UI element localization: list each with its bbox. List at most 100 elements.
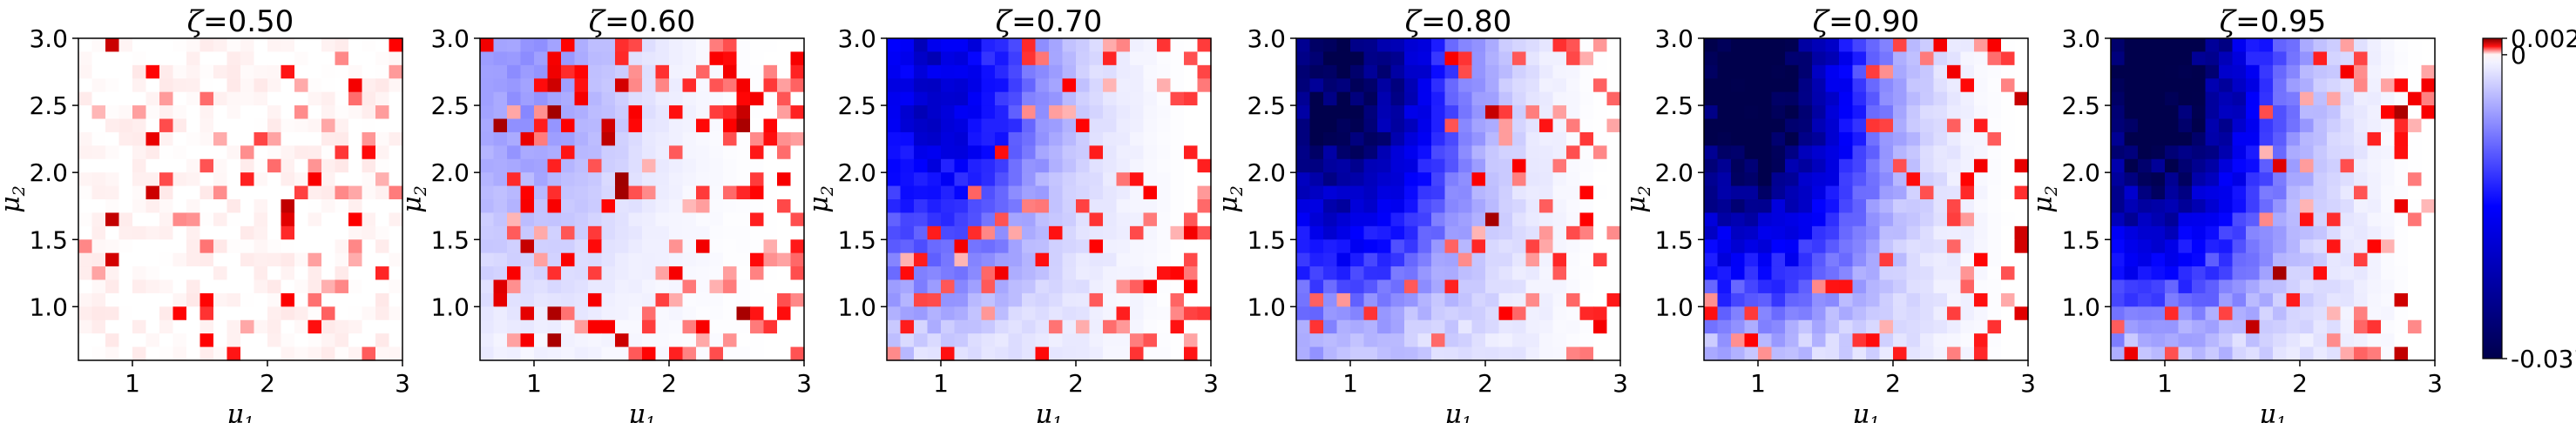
heatmap-cell bbox=[1184, 91, 1199, 106]
heatmap-cell bbox=[2286, 38, 2301, 53]
heatmap-cell bbox=[588, 212, 603, 227]
heatmap-cell bbox=[696, 51, 711, 66]
heatmap-cell bbox=[941, 333, 956, 348]
heatmap-cell bbox=[968, 118, 983, 133]
heatmap-cell bbox=[1717, 172, 1732, 187]
heatmap-cell bbox=[1130, 333, 1145, 348]
plot-frame bbox=[2110, 37, 2436, 361]
heatmap-cell bbox=[226, 333, 241, 348]
heatmap-cell bbox=[887, 38, 902, 53]
heatmap-cell bbox=[750, 172, 765, 187]
heatmap-cell bbox=[1744, 64, 1759, 79]
heatmap-cell bbox=[2273, 252, 2288, 267]
heatmap-cell bbox=[2151, 172, 2166, 187]
heatmap-cell bbox=[1812, 279, 1827, 294]
heatmap-cell bbox=[709, 346, 724, 361]
heatmap-cell bbox=[1593, 346, 1608, 361]
heatmap-cell bbox=[1933, 292, 1948, 307]
heatmap-cell bbox=[2151, 131, 2166, 146]
heatmap-cell bbox=[1296, 225, 1311, 240]
heatmap-cell bbox=[1431, 172, 1446, 187]
heatmap-cell bbox=[1744, 212, 1759, 227]
heatmap-cell bbox=[1785, 239, 1800, 254]
heatmap-cell bbox=[1103, 64, 1118, 79]
heatmap-cell bbox=[547, 279, 562, 294]
heatmap-cell bbox=[1974, 145, 1989, 160]
heatmap-cell bbox=[1704, 279, 1719, 294]
heatmap-cell bbox=[561, 185, 576, 200]
heatmap-cell bbox=[1309, 158, 1324, 173]
heatmap-cell bbox=[493, 91, 508, 106]
heatmap-cell bbox=[2259, 252, 2274, 267]
heatmap-cell bbox=[2219, 51, 2234, 66]
heatmap-cell bbox=[1512, 225, 1527, 240]
heatmap-cell bbox=[682, 105, 697, 120]
heatmap-cell bbox=[2192, 78, 2207, 93]
heatmap-cell bbox=[199, 279, 214, 294]
heatmap-cell bbox=[267, 38, 282, 53]
heatmap-cell bbox=[588, 266, 603, 281]
heatmap-cell bbox=[2151, 78, 2166, 93]
heatmap-cell bbox=[480, 279, 495, 294]
heatmap-cell bbox=[1130, 292, 1145, 307]
x-tick-label: 2 bbox=[661, 369, 677, 398]
heatmap-cell bbox=[1350, 64, 1365, 79]
heatmap-cell bbox=[1022, 172, 1037, 187]
heatmap-cell bbox=[159, 145, 174, 160]
heatmap-cell bbox=[172, 212, 187, 227]
heatmap-cell bbox=[1336, 225, 1351, 240]
heatmap-cell bbox=[1552, 131, 1567, 146]
heatmap-cell bbox=[1987, 292, 2002, 307]
heatmap-cell bbox=[1485, 279, 1500, 294]
heatmap-cell bbox=[2259, 239, 2274, 254]
heatmap-cell bbox=[2111, 38, 2126, 53]
heatmap-cell bbox=[1893, 252, 1908, 267]
heatmap-cell bbox=[914, 51, 929, 66]
heatmap-cell bbox=[1444, 131, 1459, 146]
heatmap-cell bbox=[628, 158, 643, 173]
heatmap-cell bbox=[1458, 199, 1473, 214]
heatmap-cell bbox=[1197, 91, 1212, 106]
heatmap-cell bbox=[777, 346, 792, 361]
heatmap-cell bbox=[628, 91, 643, 106]
heatmap-cell bbox=[1525, 78, 1540, 93]
heatmap-cell bbox=[1704, 319, 1719, 334]
heatmap-cell bbox=[1566, 333, 1581, 348]
heatmap-cell bbox=[348, 199, 363, 214]
heatmap-cell bbox=[2178, 131, 2193, 146]
heatmap-cell bbox=[321, 64, 336, 79]
heatmap-cell bbox=[1458, 78, 1473, 93]
heatmap-cell bbox=[1444, 266, 1459, 281]
heatmap-cell bbox=[1593, 199, 1608, 214]
heatmap-cell bbox=[763, 145, 778, 160]
heatmap-cell bbox=[1404, 64, 1419, 79]
heatmap-cell bbox=[186, 252, 201, 267]
heatmap-cell bbox=[1539, 333, 1554, 348]
heatmap-cell bbox=[954, 319, 969, 334]
heatmap-cell bbox=[362, 172, 376, 187]
heatmap-cell bbox=[226, 51, 241, 66]
heatmap-cell bbox=[900, 279, 915, 294]
heatmap-cell bbox=[2124, 51, 2139, 66]
heatmap-cell bbox=[2286, 105, 2301, 120]
heatmap-cell bbox=[1758, 266, 1773, 281]
heatmap-cell bbox=[1170, 199, 1185, 214]
heatmap-cell bbox=[281, 333, 295, 348]
heatmap-cell bbox=[2313, 51, 2328, 66]
heatmap-cell bbox=[1089, 266, 1104, 281]
heatmap-cell bbox=[1471, 225, 1486, 240]
heatmap-cell bbox=[480, 225, 495, 240]
heatmap-cell bbox=[1758, 158, 1773, 173]
heatmap-cell bbox=[1744, 306, 1759, 321]
heatmap-cell bbox=[790, 91, 805, 106]
heatmap-cell bbox=[750, 346, 765, 361]
heatmap-cell bbox=[308, 131, 322, 146]
heatmap-cell bbox=[914, 212, 929, 227]
y-tick-label: 2.5 bbox=[837, 91, 876, 120]
heatmap-cell bbox=[172, 319, 187, 334]
heatmap-cell bbox=[941, 225, 956, 240]
heatmap-cell bbox=[1960, 252, 1975, 267]
heatmap-cell bbox=[2354, 51, 2369, 66]
heatmap-cell bbox=[1444, 145, 1459, 160]
heatmap-cell bbox=[1377, 131, 1392, 146]
